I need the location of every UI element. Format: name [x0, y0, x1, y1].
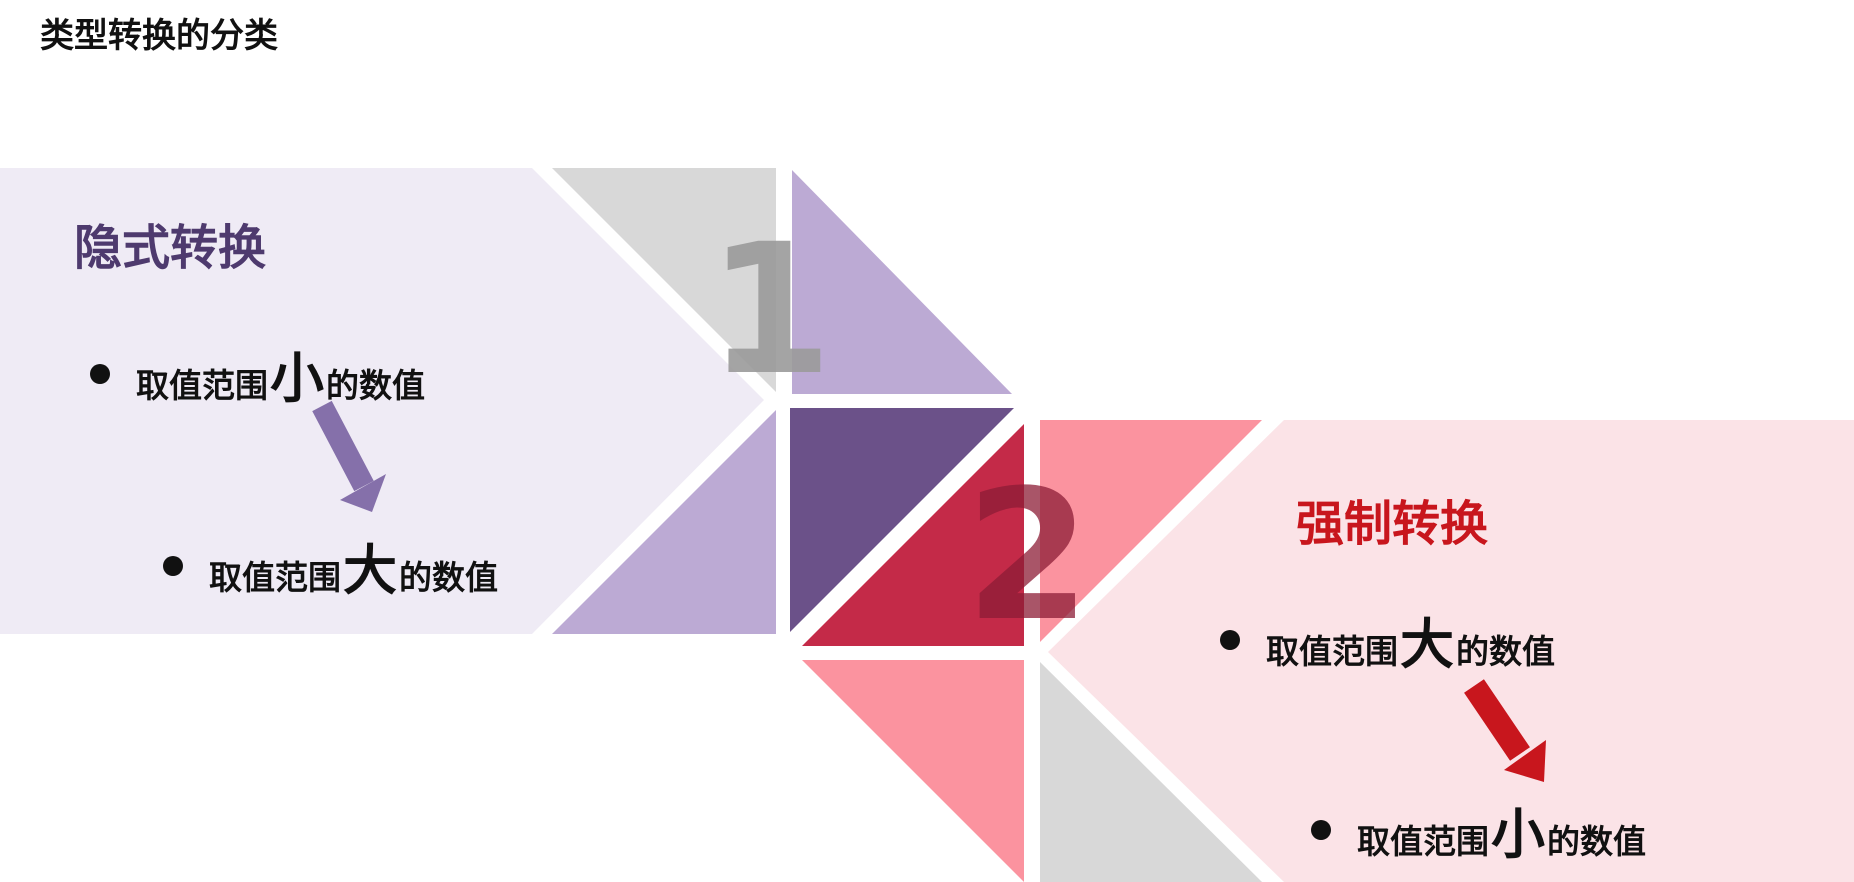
item-suffix: 的数值: [399, 558, 498, 597]
item-suffix: 的数值: [326, 366, 425, 405]
purple-triangle-dark: [790, 408, 1014, 632]
item-prefix: 取值范围: [1266, 632, 1398, 671]
item-prefix: 取值范围: [1357, 822, 1489, 861]
explicit-panel: [1048, 420, 1854, 882]
step-number-2: 2: [965, 452, 1090, 661]
item-emphasis: 小: [270, 347, 324, 410]
pink-triangle-bottom: [802, 660, 1024, 882]
bullet-icon: [1220, 629, 1240, 650]
implicit-from-item: 取值范围 小 的数值: [90, 334, 425, 413]
purple-triangle-top: [792, 170, 1012, 394]
item-emphasis: 小: [1491, 803, 1545, 866]
item-prefix: 取值范围: [136, 366, 268, 405]
gray-triangle-bottom: [1040, 662, 1262, 882]
purple-triangle-left: [552, 410, 776, 634]
item-suffix: 的数值: [1456, 632, 1555, 671]
implicit-to-item: 取值范围 大 的数值: [163, 526, 498, 605]
page-title: 类型转换的分类: [40, 16, 278, 56]
implicit-panel: [0, 168, 764, 634]
gray-triangle-top: [552, 168, 776, 392]
item-emphasis: 大: [343, 539, 397, 602]
implicit-arrow: [312, 400, 386, 512]
bullet-icon: [163, 555, 183, 576]
step-number-1: 1: [707, 206, 832, 415]
implicit-title: 隐式转换: [74, 220, 267, 276]
item-emphasis: 大: [1400, 613, 1454, 676]
explicit-arrow: [1464, 679, 1546, 782]
bullet-icon: [1311, 819, 1331, 840]
crimson-triangle: [802, 424, 1024, 646]
item-suffix: 的数值: [1547, 822, 1646, 861]
explicit-from-item: 取值范围 大 的数值: [1220, 600, 1555, 679]
bullet-icon: [90, 363, 110, 384]
explicit-to-item: 取值范围 小 的数值: [1311, 790, 1646, 869]
item-prefix: 取值范围: [209, 558, 341, 597]
pink-triangle-top: [1040, 420, 1262, 642]
explicit-title: 强制转换: [1296, 496, 1489, 552]
